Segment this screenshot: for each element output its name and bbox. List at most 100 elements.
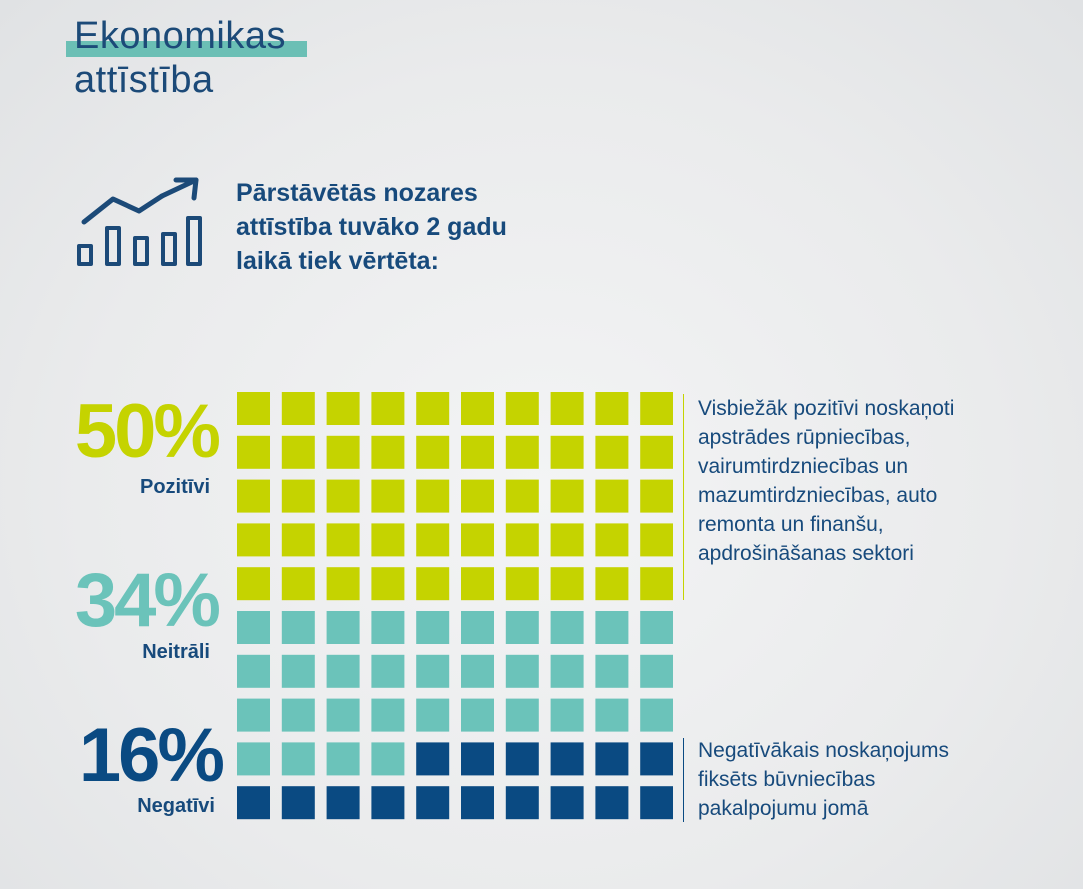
waffle-cell-positive bbox=[281, 435, 315, 469]
waffle-cell-positive bbox=[505, 523, 539, 557]
waffle-cell-positive bbox=[326, 479, 360, 513]
waffle-cell-neutral bbox=[326, 611, 360, 644]
waffle-cell-negative bbox=[281, 786, 315, 820]
waffle-cell-neutral bbox=[281, 611, 315, 644]
waffle-cell-positive bbox=[281, 567, 315, 601]
percent-neutral: 34% bbox=[74, 558, 221, 643]
waffle-cell-positive bbox=[550, 479, 584, 513]
waffle-cell-negative bbox=[550, 742, 584, 776]
waffle-cell-positive bbox=[416, 435, 450, 469]
waffle-cell-neutral bbox=[550, 611, 584, 644]
question-line-1: Pārstāvētās nozares bbox=[236, 179, 478, 207]
waffle-cell-neutral bbox=[237, 611, 270, 644]
note-positive-line: mazumtirdzniecības, auto bbox=[698, 484, 938, 507]
title-highlight bbox=[66, 41, 307, 57]
page-title: Ekonomikas attīstība bbox=[66, 14, 307, 102]
question-line-2: attīstība tuvāko 2 gadu bbox=[236, 213, 507, 241]
waffle-cell-neutral bbox=[595, 698, 629, 732]
waffle-cell-positive bbox=[595, 392, 629, 425]
waffle-cell-neutral bbox=[237, 654, 270, 688]
note-negative-line: pakalpojumu jomā bbox=[698, 797, 869, 820]
waffle-cell-positive bbox=[461, 567, 494, 601]
waffle-cell-positive bbox=[505, 479, 539, 513]
waffle-cell-positive bbox=[461, 479, 494, 513]
waffle-cell-positive bbox=[505, 392, 539, 425]
waffle-cell-neutral bbox=[595, 654, 629, 688]
waffle-cell-positive bbox=[371, 567, 405, 601]
waffle-cell-negative bbox=[595, 742, 629, 776]
waffle-cell-neutral bbox=[371, 654, 405, 688]
percent-positive: 50% bbox=[74, 389, 221, 474]
divider-positive bbox=[683, 394, 684, 600]
waffle-cell-neutral bbox=[461, 698, 494, 732]
divider-negative bbox=[683, 738, 684, 822]
note-positive-line: apstrādes rūpniecības, bbox=[698, 426, 911, 449]
waffle-cell-positive bbox=[595, 523, 629, 557]
waffle-cell-positive bbox=[595, 435, 629, 469]
waffle-cell-neutral bbox=[595, 611, 629, 644]
title-line-1: Ekonomikas bbox=[74, 15, 286, 57]
waffle-cell-positive bbox=[371, 523, 405, 557]
waffle-cell-positive bbox=[550, 523, 584, 557]
waffle-cell-neutral bbox=[326, 654, 360, 688]
waffle-cell-positive bbox=[416, 479, 450, 513]
waffle-cell-positive bbox=[237, 567, 270, 601]
waffle-cell-positive bbox=[550, 435, 584, 469]
note-positive-line: apdrošināšanas sektori bbox=[698, 542, 914, 565]
waffle-cell-neutral bbox=[640, 611, 673, 644]
waffle-cell-positive bbox=[640, 523, 673, 557]
question-line-3: laikā tiek vērtēta: bbox=[236, 247, 439, 275]
waffle-cell-positive bbox=[237, 523, 270, 557]
waffle-cell-positive bbox=[237, 479, 270, 513]
waffle-cell-neutral bbox=[505, 654, 539, 688]
waffle-cell-neutral bbox=[237, 698, 270, 732]
waffle-cell-positive bbox=[371, 435, 405, 469]
waffle-cell-positive bbox=[640, 435, 673, 469]
waffle-cell-neutral bbox=[281, 654, 315, 688]
note-positive-line: Visbiežāk pozitīvi noskaņoti bbox=[698, 397, 955, 420]
waffle-cell-neutral bbox=[505, 698, 539, 732]
waffle-cell-negative bbox=[371, 786, 405, 820]
note-negative: Negatīvākais noskaņojums fiksēts būvniec… bbox=[698, 736, 1058, 823]
waffle-cell-neutral bbox=[326, 742, 360, 776]
waffle-cell-neutral bbox=[640, 698, 673, 732]
waffle-cell-positive bbox=[595, 479, 629, 513]
waffle-cell-negative bbox=[505, 786, 539, 820]
waffle-cell-neutral bbox=[416, 654, 450, 688]
waffle-cell-positive bbox=[461, 435, 494, 469]
waffle-cell-neutral bbox=[640, 654, 673, 688]
waffle-cell-positive bbox=[237, 392, 270, 425]
percent-negative: 16% bbox=[78, 713, 225, 798]
waffle-cell-positive bbox=[595, 567, 629, 601]
waffle-cell-positive bbox=[550, 392, 584, 425]
note-positive: Visbiežāk pozitīvi noskaņoti apstrādes r… bbox=[698, 394, 1058, 568]
waffle-cell-positive bbox=[326, 567, 360, 601]
waffle-cell-negative bbox=[416, 786, 450, 820]
waffle-cell-positive bbox=[461, 523, 494, 557]
waffle-cell-neutral bbox=[505, 611, 539, 644]
waffle-cell-negative bbox=[505, 742, 539, 776]
note-negative-line: fiksēts būvniecības bbox=[698, 768, 876, 791]
waffle-cell-neutral bbox=[461, 611, 494, 644]
waffle-cell-positive bbox=[416, 523, 450, 557]
waffle-cell-negative bbox=[640, 742, 673, 776]
waffle-cell-negative bbox=[640, 786, 673, 820]
waffle-cell-positive bbox=[461, 392, 494, 425]
waffle-cell-negative bbox=[416, 742, 450, 776]
waffle-cell-neutral bbox=[281, 698, 315, 732]
waffle-cell-positive bbox=[416, 567, 450, 601]
label-positive: Pozitīvi bbox=[139, 476, 210, 498]
label-neutral: Neitrāli bbox=[142, 641, 210, 663]
waffle-chart bbox=[237, 392, 673, 820]
waffle-cell-negative bbox=[237, 786, 270, 820]
waffle-cell-positive bbox=[550, 567, 584, 601]
waffle-cell-neutral bbox=[550, 698, 584, 732]
waffle-cell-neutral bbox=[326, 698, 360, 732]
waffle-cell-negative bbox=[326, 786, 360, 820]
waffle-cell-neutral bbox=[416, 698, 450, 732]
waffle-cell-neutral bbox=[416, 611, 450, 644]
bar-chart-trend-up-icon bbox=[77, 177, 202, 266]
label-negative: Negatīvi bbox=[137, 795, 215, 817]
waffle-cell-neutral bbox=[237, 742, 270, 776]
waffle-cell-positive bbox=[640, 479, 673, 513]
